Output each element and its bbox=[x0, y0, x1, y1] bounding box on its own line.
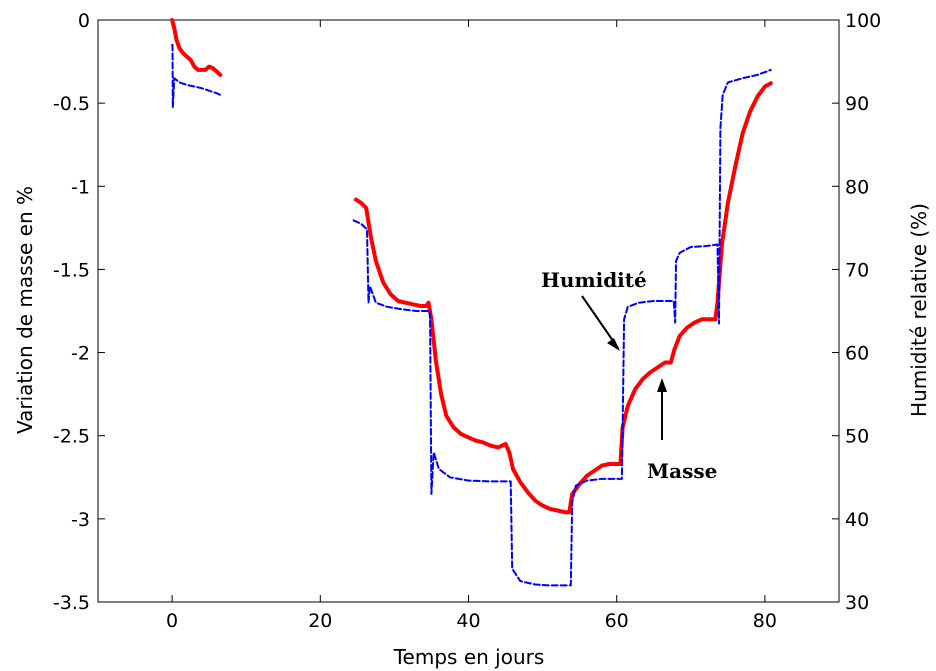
x-tick-label: 20 bbox=[308, 610, 332, 632]
y-right-tick-label: 80 bbox=[845, 176, 869, 198]
annotation-masse: Masse bbox=[647, 459, 717, 483]
y-left-axis-title: Variation de masse en % bbox=[13, 186, 37, 434]
y-right-tick-label: 100 bbox=[845, 10, 881, 32]
y-right-tick-label: 70 bbox=[845, 259, 869, 281]
series-lines bbox=[170, 18, 773, 587]
y-right-tick-label: 50 bbox=[845, 426, 869, 448]
series-humidite-line bbox=[171, 43, 222, 109]
y-left-tick-label: -1 bbox=[71, 176, 90, 198]
series-masse-line bbox=[170, 18, 223, 77]
x-ticks: 0 20 40 60 80 bbox=[166, 20, 777, 632]
y-left-ticks: 0 -0.5 -1 -1.5 -2 -2.5 -3 -3.5 bbox=[53, 10, 105, 614]
x-tick-label: 60 bbox=[605, 610, 629, 632]
annotation-humidite: Humidité bbox=[541, 268, 647, 292]
y-right-tick-label: 30 bbox=[845, 592, 869, 614]
y-left-tick-label: 0 bbox=[78, 10, 90, 32]
y-left-tick-label: -2 bbox=[71, 343, 90, 365]
y-left-tick-label: -0.5 bbox=[53, 93, 90, 115]
x-tick-label: 0 bbox=[166, 610, 178, 632]
series-humidite-line bbox=[352, 68, 772, 587]
y-right-tick-label: 40 bbox=[845, 509, 869, 531]
y-left-tick-label: -3.5 bbox=[53, 592, 90, 614]
series-masse-line bbox=[353, 81, 773, 515]
x-axis-title: Temps en jours bbox=[393, 645, 545, 669]
y-left-tick-label: -3 bbox=[71, 509, 90, 531]
x-tick-label: 80 bbox=[753, 610, 777, 632]
plot-border bbox=[97, 19, 840, 603]
x-tick-label: 40 bbox=[456, 610, 480, 632]
y-left-tick-label: -2.5 bbox=[53, 426, 90, 448]
y-right-axis-title: Humidité relative (%) bbox=[907, 203, 931, 417]
annotation-arrow-humidite bbox=[581, 295, 619, 349]
y-left-tick-label: -1.5 bbox=[53, 259, 90, 281]
annotations bbox=[581, 295, 667, 440]
y-right-tick-label: 90 bbox=[845, 93, 869, 115]
y-right-ticks: 100 90 80 70 60 50 40 30 bbox=[832, 10, 881, 614]
arrow-head-icon bbox=[657, 378, 667, 392]
arrow-head-icon bbox=[607, 338, 620, 351]
y-right-tick-label: 60 bbox=[845, 343, 869, 365]
plot-frame bbox=[97, 19, 840, 603]
